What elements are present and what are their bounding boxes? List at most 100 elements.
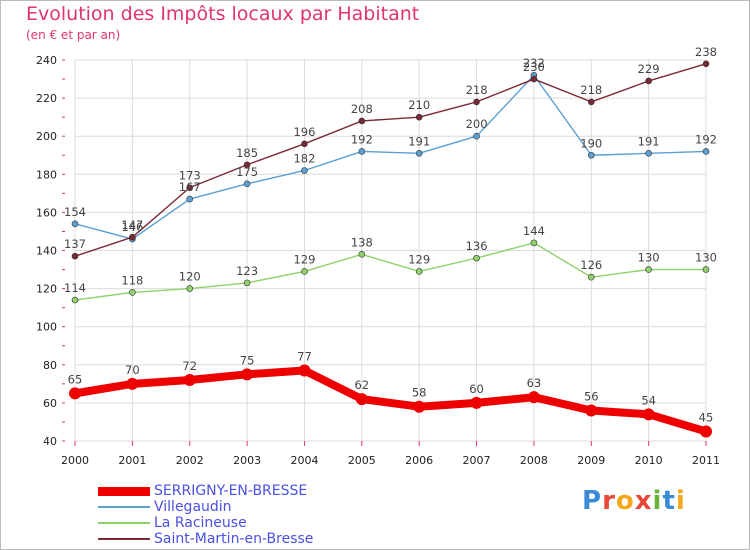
data-label: 192 xyxy=(695,132,717,146)
y-tick-label: 60 xyxy=(43,397,57,410)
data-label: 191 xyxy=(638,134,660,148)
y-tick-label: 80 xyxy=(43,359,57,372)
series-layer xyxy=(69,60,712,438)
data-label: 56 xyxy=(584,390,599,404)
data-point xyxy=(473,132,480,140)
data-label: 75 xyxy=(240,353,255,367)
chart-subtitle: (en € et par an) xyxy=(26,28,121,42)
data-point xyxy=(301,140,308,148)
data-label: 72 xyxy=(182,359,197,373)
x-tick-label: 2009 xyxy=(577,454,605,467)
data-label: 147 xyxy=(121,218,143,232)
data-point xyxy=(585,404,598,417)
data-point xyxy=(243,180,251,188)
data-label: 196 xyxy=(293,125,315,139)
x-tick-label: 2001 xyxy=(118,454,146,467)
data-point xyxy=(129,233,136,241)
data-point xyxy=(587,98,595,106)
data-point xyxy=(527,391,540,404)
legend-label: La Racineuse xyxy=(154,515,247,531)
data-point xyxy=(702,148,710,155)
data-point xyxy=(645,150,652,157)
x-tick-label: 2008 xyxy=(520,454,548,467)
data-label: 63 xyxy=(527,376,542,390)
grid xyxy=(74,59,707,442)
data-point xyxy=(71,296,79,304)
series-line xyxy=(71,366,710,436)
data-point xyxy=(358,117,366,125)
data-label: 185 xyxy=(236,146,258,160)
data-label: 208 xyxy=(351,102,373,116)
data-label: 230 xyxy=(523,60,545,74)
data-label: 154 xyxy=(64,205,86,219)
data-label: 70 xyxy=(125,363,140,377)
data-point xyxy=(301,268,308,275)
data-point xyxy=(358,251,366,258)
data-point xyxy=(126,377,139,390)
legend-swatch xyxy=(98,522,150,524)
data-label: 218 xyxy=(580,83,602,97)
data-label: 191 xyxy=(408,134,430,148)
y-tick-label: 140 xyxy=(36,245,57,258)
data-point xyxy=(645,77,652,85)
data-label: 229 xyxy=(638,62,660,76)
data-point xyxy=(587,151,595,159)
data-point xyxy=(415,113,423,121)
data-label: 54 xyxy=(641,393,656,407)
data-label: 200 xyxy=(466,117,488,131)
data-label: 210 xyxy=(408,98,430,112)
data-point xyxy=(700,425,712,438)
data-label: 118 xyxy=(121,273,143,287)
data-point xyxy=(186,184,194,191)
data-label: 130 xyxy=(638,251,660,265)
legend-swatch xyxy=(98,506,150,508)
data-point xyxy=(243,161,251,169)
data-label: 123 xyxy=(236,264,258,278)
data-label: 232 xyxy=(523,56,545,70)
data-point xyxy=(301,167,308,174)
data-label: 126 xyxy=(580,258,602,272)
data-point xyxy=(645,266,652,273)
x-tick-label: 2011 xyxy=(692,454,720,467)
data-label: 65 xyxy=(68,372,83,386)
data-label: 138 xyxy=(351,235,373,249)
data-point xyxy=(186,195,194,203)
y-tick-label: 160 xyxy=(36,206,57,219)
y-tick-label: 40 xyxy=(43,435,57,448)
data-point xyxy=(241,368,254,381)
data-label: 137 xyxy=(64,237,86,251)
chart-title: Evolution des Impôts locaux par Habitant xyxy=(26,3,420,25)
series-line xyxy=(74,242,707,301)
data-label: 182 xyxy=(293,151,315,165)
y-tick-label: 120 xyxy=(36,283,57,296)
legend-swatch xyxy=(98,538,150,540)
data-point xyxy=(358,148,366,155)
x-tick-label: 2007 xyxy=(463,454,491,467)
data-label: 146 xyxy=(121,220,143,234)
data-point xyxy=(473,254,480,262)
data-label: 136 xyxy=(466,239,488,253)
data-label: 144 xyxy=(523,224,545,238)
legend-label: SERRIGNY-EN-BRESSE xyxy=(154,483,308,499)
y-tick-label: 220 xyxy=(36,92,57,105)
series-line xyxy=(74,74,707,240)
x-tick-label: 2000 xyxy=(61,454,89,467)
data-label: 129 xyxy=(408,252,430,266)
data-label: 190 xyxy=(580,136,602,150)
data-point xyxy=(71,220,79,228)
data-labels: 154 146 167 175 182 192 191 200 232 190 191 192 114 1… xyxy=(64,45,717,425)
data-label: 238 xyxy=(695,45,717,59)
data-label: 62 xyxy=(354,378,369,392)
data-label: 120 xyxy=(179,270,201,284)
data-label: 45 xyxy=(699,410,714,424)
data-label: 129 xyxy=(293,252,315,266)
data-point xyxy=(183,374,196,387)
data-point xyxy=(470,396,483,409)
data-label: 175 xyxy=(236,165,258,179)
data-point xyxy=(530,75,538,83)
x-tick-label: 2005 xyxy=(348,454,376,467)
data-point xyxy=(415,150,423,157)
data-label: 60 xyxy=(469,382,484,396)
